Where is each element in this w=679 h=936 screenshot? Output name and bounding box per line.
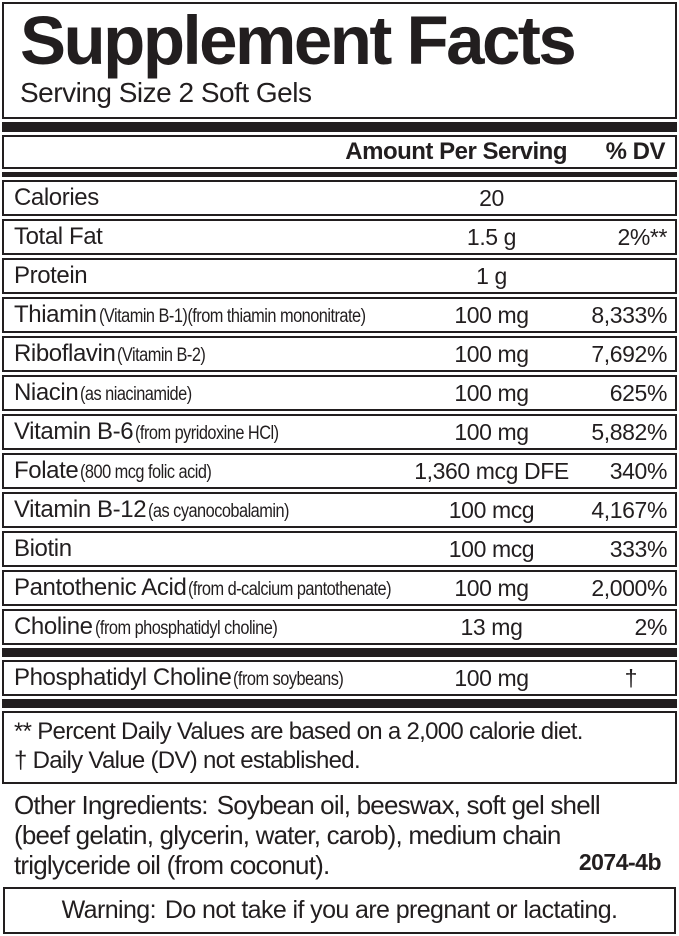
title-section: Supplement Facts Serving Size 2 Soft Gel… bbox=[2, 2, 677, 119]
nutrient-detail: (from phosphatidyl choline) bbox=[94, 618, 278, 639]
footnote-dv-not-established: † Daily Value (DV) not established. bbox=[14, 747, 361, 775]
nutrient-detail: (800 mcg folic acid) bbox=[80, 462, 212, 483]
nutrient-amount: 100 mg bbox=[454, 340, 529, 367]
divider-bar-thick bbox=[2, 122, 677, 132]
nutrient-row-vitamin-b6: Vitamin B-6 (from pyridoxine HCl) 100 mg … bbox=[2, 414, 677, 450]
nutrient-dv: 5,882% bbox=[591, 418, 667, 445]
nutrient-dv: 8,333% bbox=[591, 301, 667, 328]
nutrient-row-total-fat: Total Fat 1.5 g 2%** bbox=[2, 219, 677, 255]
dv-column-header: % DV bbox=[605, 138, 666, 165]
nutrient-name: Niacin bbox=[14, 379, 79, 406]
nutrient-name: Calories bbox=[14, 184, 99, 211]
nutrient-amount: 1 g bbox=[476, 262, 507, 289]
nutrient-row-pantothenic-acid: Pantothenic Acid (from d-calcium pantothe… bbox=[2, 570, 677, 606]
warning-text: Do not take if you are pregnant or lacta… bbox=[164, 896, 618, 924]
nutrient-detail: (as cyanocobalamin) bbox=[148, 501, 290, 522]
nutrient-amount: 100 mcg bbox=[448, 535, 535, 562]
nutrient-dv: 7,692% bbox=[591, 340, 667, 367]
nutrient-dv: 625% bbox=[609, 379, 668, 406]
nutrient-amount: 100 mg bbox=[454, 301, 529, 328]
nutrient-name: Phosphatidyl Choline bbox=[14, 664, 232, 691]
nutrient-dv: 4,167% bbox=[591, 496, 667, 523]
other-ingredients-section: Other Ingredients: Soybean oil, beeswax, … bbox=[2, 787, 677, 882]
nutrient-row-choline: Choline (from phosphatidyl choline) 13 mg… bbox=[2, 609, 677, 645]
nutrient-name: Protein bbox=[14, 262, 88, 289]
other-ingredients-label: Other Ingredients: bbox=[14, 789, 209, 820]
nutrient-row-niacin: Niacin (as niacinamide) 100 mg 625% bbox=[2, 375, 677, 411]
nutrient-name: Vitamin B-6 bbox=[14, 418, 134, 445]
warning-label: Warning: bbox=[61, 896, 157, 924]
divider-bar-thick bbox=[2, 699, 677, 708]
nutrient-amount: 100 mg bbox=[454, 574, 529, 601]
nutrient-dv: 2%** bbox=[617, 223, 667, 250]
nutrient-amount: 100 mg bbox=[454, 379, 529, 406]
nutrient-name: Pantothenic Acid bbox=[14, 574, 187, 601]
nutrient-amount: 13 mg bbox=[460, 613, 523, 640]
nutrient-amount: 100 mg bbox=[454, 418, 529, 445]
column-header-row: Amount Per Serving % DV bbox=[2, 135, 677, 169]
nutrient-row-folate: Folate (800 mcg folic acid) 1,360 mcg DFE… bbox=[2, 453, 677, 489]
nutrient-detail: (from pyridoxine HCl) bbox=[135, 423, 279, 444]
footnotes-section: ** Percent Daily Values are based on a 2… bbox=[2, 711, 677, 784]
nutrient-dv-dagger: † bbox=[624, 664, 638, 691]
serving-size: Serving Size 2 Soft Gels bbox=[20, 77, 312, 109]
other-ingredients-text-3: triglyceride oil (from coconut). bbox=[14, 849, 330, 880]
nutrient-detail: (Vitamin B-1)(from thiamin mononitrate) bbox=[98, 306, 366, 327]
nutrient-name: Folate bbox=[14, 457, 79, 484]
nutrient-name: Thiamin bbox=[14, 301, 97, 328]
nutrient-detail: (from soybeans) bbox=[233, 669, 344, 690]
nutrient-dv: 2,000% bbox=[591, 574, 667, 601]
nutrient-detail: (from d-calcium pantothenate) bbox=[188, 579, 392, 600]
nutrient-amount: 100 mg bbox=[454, 664, 529, 691]
nutrient-amount: 1,360 mcg DFE bbox=[414, 457, 569, 484]
footnote-daily-values: ** Percent Daily Values are based on a 2… bbox=[14, 718, 583, 745]
nutrient-name: Riboflavin bbox=[14, 340, 116, 367]
nutrient-row-phosphatidyl-choline: Phosphatidyl Choline (from soybeans) 100 … bbox=[2, 660, 677, 696]
amount-column-header: Amount Per Serving bbox=[345, 138, 567, 165]
divider-bar-thick bbox=[2, 648, 677, 657]
label-title: Supplement Facts bbox=[20, 2, 577, 79]
nutrient-row-protein: Protein 1 g bbox=[2, 258, 677, 294]
nutrient-row-riboflavin: Riboflavin (Vitamin B-2) 100 mg 7,692% bbox=[2, 336, 677, 372]
warning-box: Warning: Do not take if you are pregnant … bbox=[3, 887, 676, 934]
nutrient-dv: 340% bbox=[609, 457, 668, 484]
nutrient-name: Biotin bbox=[14, 535, 72, 562]
divider-bar-medium bbox=[2, 172, 677, 177]
nutrient-dv: 333% bbox=[609, 535, 668, 562]
nutrient-name: Total Fat bbox=[14, 223, 103, 250]
nutrient-amount: 100 mcg bbox=[448, 496, 535, 523]
nutrient-row-calories: Calories 20 bbox=[2, 180, 677, 216]
nutrient-amount: 1.5 g bbox=[466, 223, 517, 250]
nutrient-row-vitamin-b12: Vitamin B-12 (as cyanocobalamin) 100 mcg … bbox=[2, 492, 677, 528]
nutrient-detail: (as niacinamide) bbox=[80, 384, 192, 405]
nutrient-row-thiamin: Thiamin (Vitamin B-1)(from thiamin mononi… bbox=[2, 297, 677, 333]
nutrient-dv: 2% bbox=[634, 613, 668, 640]
nutrient-name: Vitamin B-12 bbox=[14, 496, 147, 523]
nutrient-name: Choline bbox=[14, 613, 93, 640]
product-code: 2074-4b bbox=[578, 849, 662, 876]
other-ingredients-text-1: Soybean oil, beeswax, soft gel shell bbox=[216, 789, 601, 820]
nutrient-row-biotin: Biotin 100 mcg 333% bbox=[2, 531, 677, 567]
nutrient-amount: 20 bbox=[479, 184, 504, 211]
other-ingredients-text-2: (beef gelatin, glycerin, water, carob), … bbox=[14, 819, 561, 850]
nutrient-detail: (Vitamin B-2) bbox=[117, 345, 206, 366]
